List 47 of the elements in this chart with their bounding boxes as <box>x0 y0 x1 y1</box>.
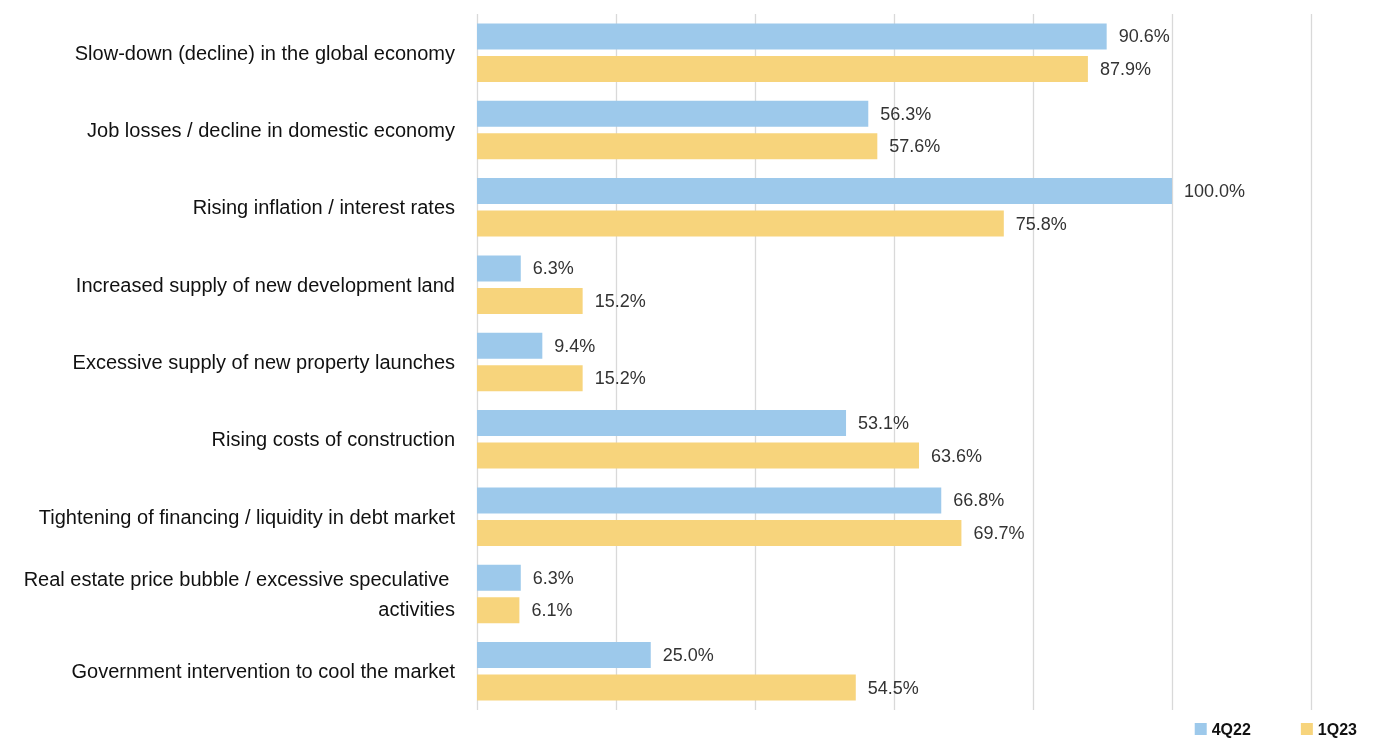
y-tick-label: Real estate price bubble / excessive speculative activities <box>23 568 455 620</box>
bar <box>477 210 1004 237</box>
bar <box>477 365 583 392</box>
data-label: 90.6% <box>1118 26 1170 47</box>
data-label: 6.3% <box>532 258 574 279</box>
data-label: 9.4% <box>554 335 596 356</box>
data-label: 15.2% <box>594 290 646 311</box>
data-label: 6.3% <box>532 567 574 588</box>
bar <box>477 55 1088 82</box>
data-label: 66.8% <box>953 490 1005 511</box>
data-label: 100.0% <box>1184 181 1246 202</box>
bar <box>477 442 920 469</box>
legend-label: 1Q23 <box>1317 720 1358 738</box>
bar <box>477 332 543 359</box>
data-label: 63.6% <box>931 445 983 466</box>
bar <box>477 133 878 160</box>
y-tick-label: Job losses / decline in domestic economy <box>87 119 455 141</box>
bar <box>477 100 869 127</box>
bar <box>477 519 962 546</box>
bar <box>477 597 520 624</box>
data-label: 25.0% <box>662 645 714 666</box>
bar <box>477 287 583 314</box>
bar <box>477 487 942 514</box>
bar <box>477 178 1172 205</box>
data-label: 6.1% <box>531 600 573 621</box>
legend-label: 4Q22 <box>1211 720 1251 738</box>
data-label: 57.6% <box>889 136 941 157</box>
y-tick-label: Rising costs of construction <box>211 428 455 451</box>
data-label: 53.1% <box>858 413 910 434</box>
y-tick-label: Rising inflation / interest rates <box>192 196 455 219</box>
bar <box>477 410 847 437</box>
data-label: 54.5% <box>867 677 919 698</box>
y-tick-label: Excessive supply of new property launches <box>72 351 455 373</box>
bar <box>477 642 651 669</box>
y-tick-label: Increased supply of new development land <box>75 273 455 296</box>
y-tick-label: Tightening of financing / liquidity in debt market <box>38 505 456 528</box>
data-label: 15.2% <box>594 368 646 389</box>
data-label: 87.9% <box>1099 58 1151 79</box>
bar <box>477 255 521 282</box>
bar <box>477 564 521 591</box>
data-label: 69.7% <box>973 522 1025 543</box>
y-tick-label: Government intervention to cool the market <box>71 660 456 683</box>
bar <box>477 23 1107 50</box>
data-label: 56.3% <box>880 103 932 124</box>
data-label: 75.8% <box>1015 213 1067 234</box>
bar <box>477 674 856 701</box>
y-tick-label: Slow-down (decline) in the global economy <box>74 41 455 64</box>
